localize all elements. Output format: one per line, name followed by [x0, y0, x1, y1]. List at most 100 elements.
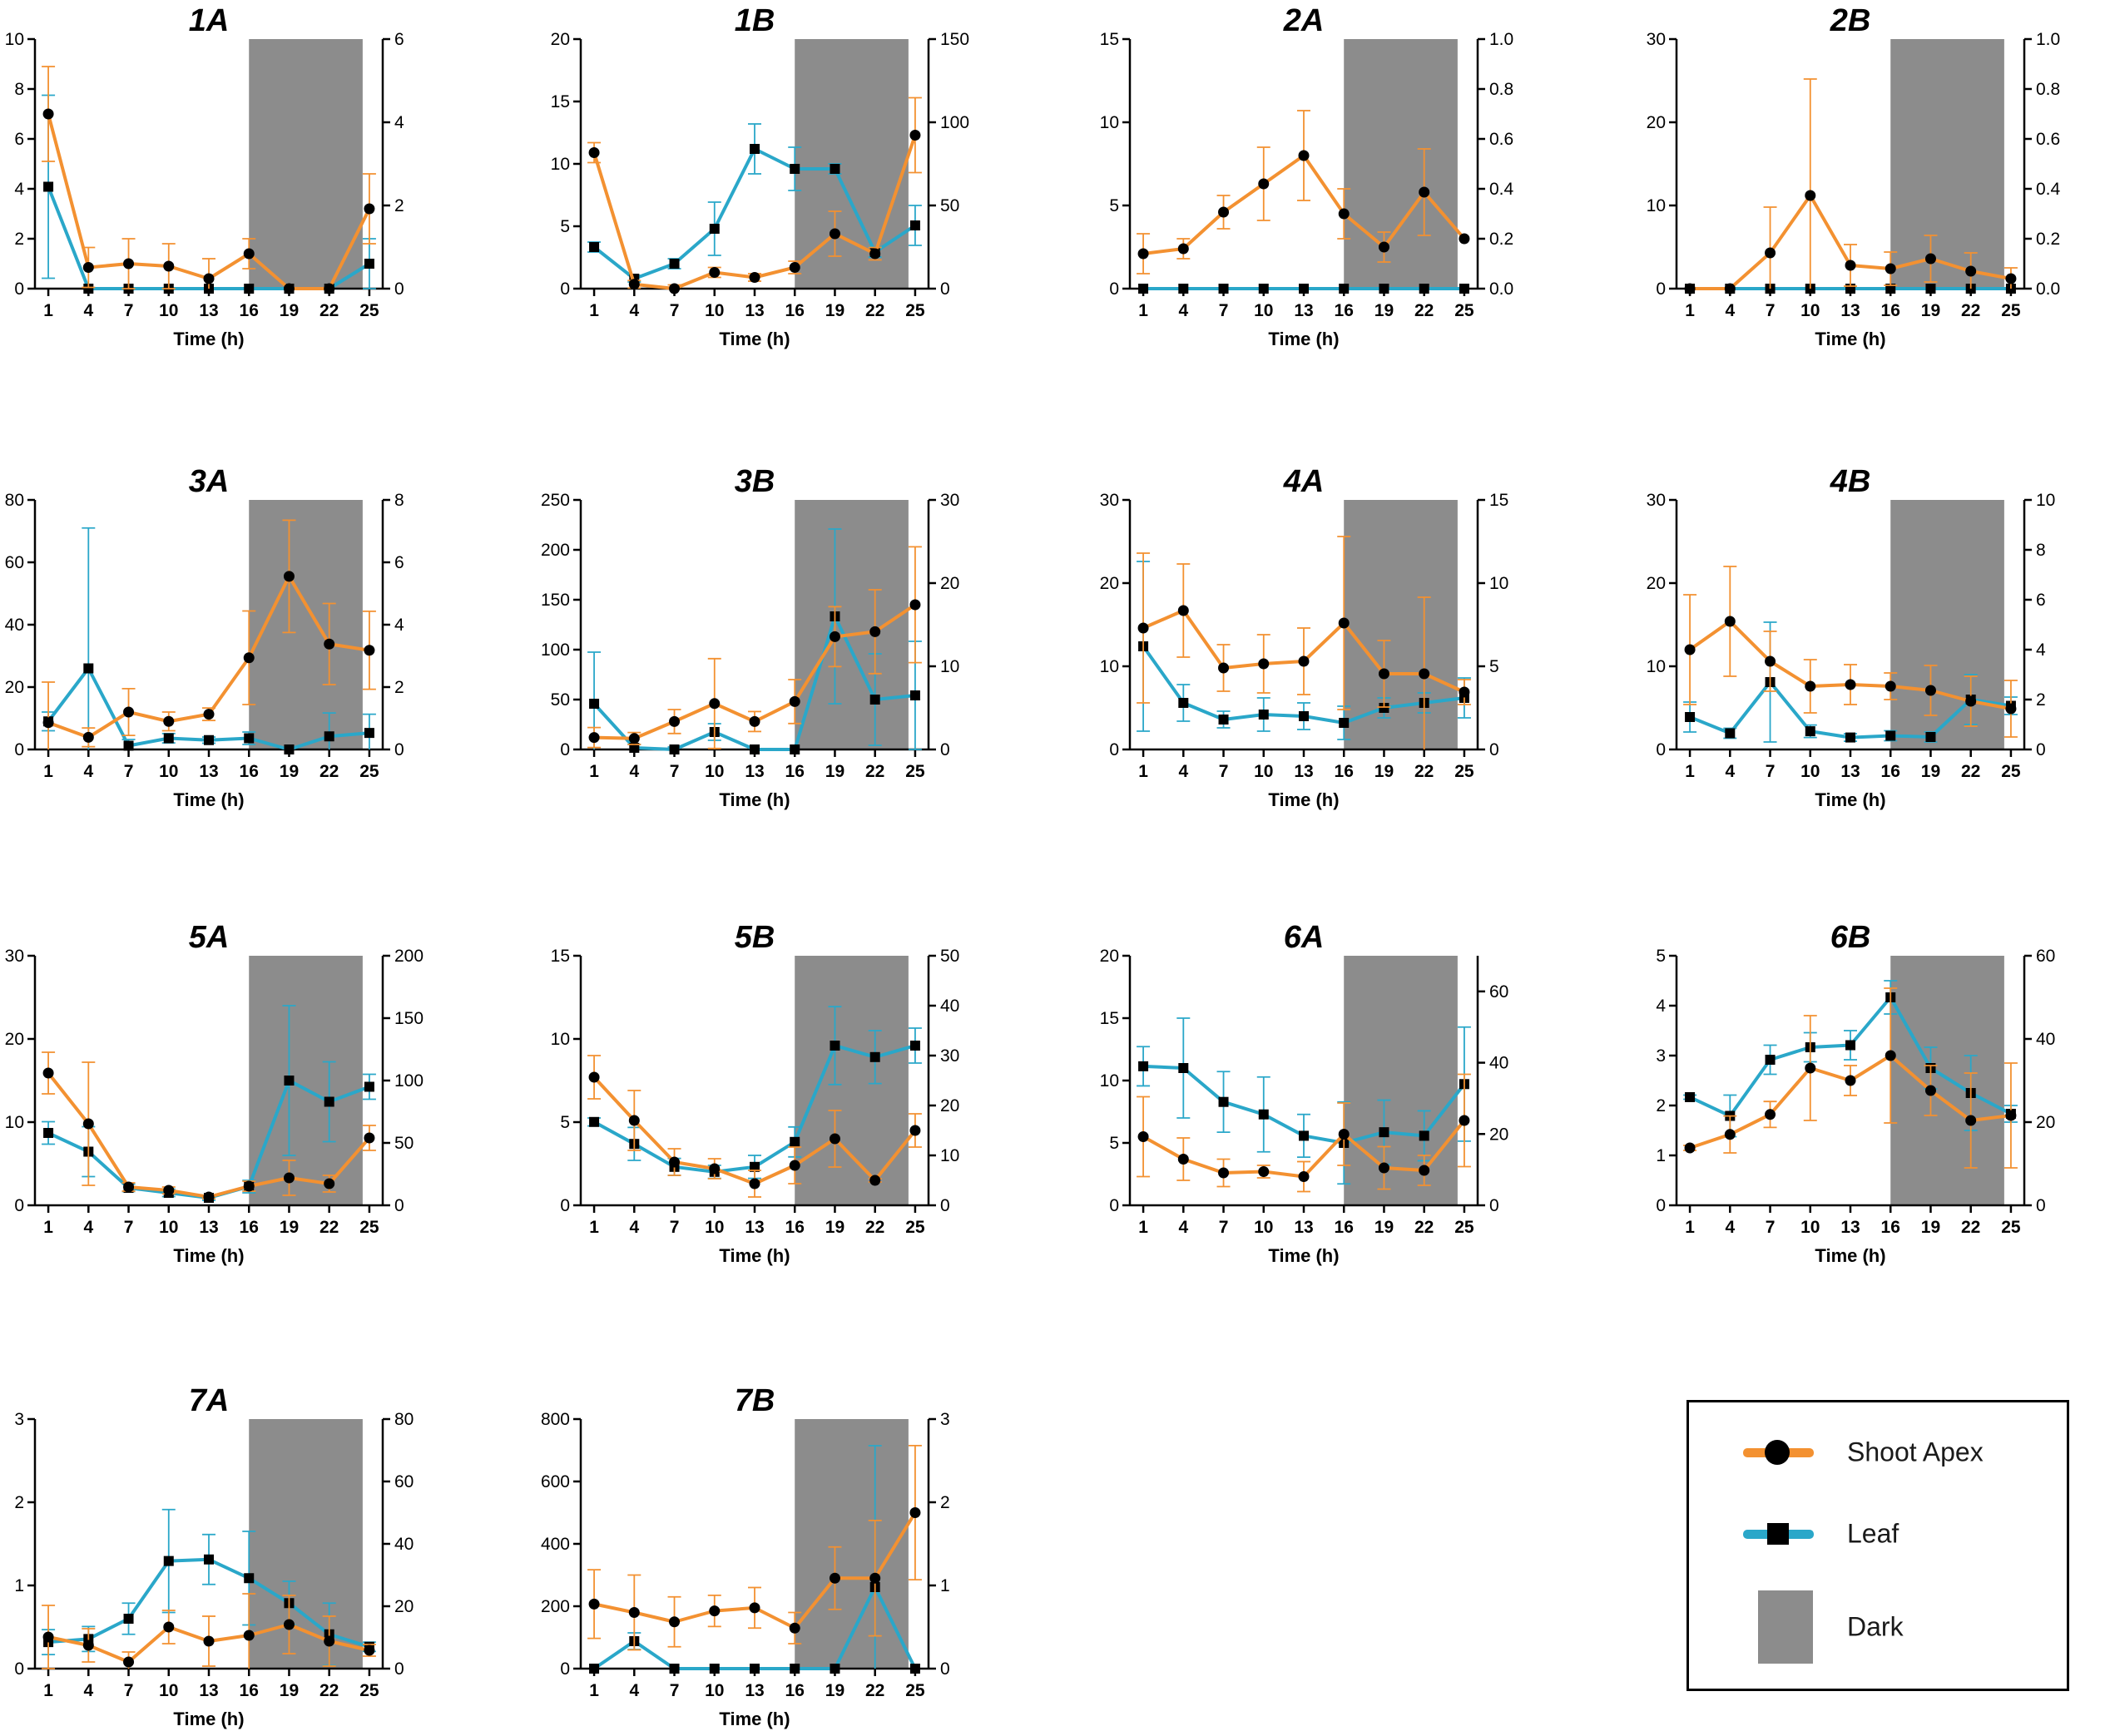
- left-tick-label: 20: [1647, 113, 1666, 132]
- shoot-apex-point: [203, 1191, 215, 1203]
- right-tick-label: 5: [1489, 657, 1499, 676]
- series-leaf-1b: [587, 123, 922, 284]
- x-tick-label: 1: [589, 301, 599, 320]
- x-tick-label: 4: [83, 301, 93, 320]
- shoot-apex-point: [283, 571, 295, 582]
- right-tick-label: 0: [1489, 1196, 1499, 1215]
- x-tick-label: 19: [1921, 762, 1940, 781]
- x-tick-label: 13: [1840, 301, 1860, 320]
- right-tick-label: 6: [394, 30, 404, 49]
- leaf-point: [1379, 1127, 1389, 1138]
- series-shoot-apex-6b: [1683, 987, 2018, 1169]
- shoot-apex-point: [324, 638, 335, 650]
- left-tick-label: 1: [1656, 1146, 1666, 1165]
- chart-5b: 5B 0 5 10 15 0 10 20 30 40 50 1 4 7 10 13 16 19 22 25 Time (…: [551, 920, 960, 1266]
- series-shoot-apex-5b: [587, 1055, 922, 1198]
- x-tick-label: 4: [1178, 301, 1188, 320]
- right-tick-label: 0: [394, 279, 404, 299]
- shoot-apex-point: [283, 283, 295, 294]
- leaf-point: [1725, 728, 1736, 739]
- x-tick-label: 7: [124, 762, 134, 781]
- x-tick-label: 22: [319, 1218, 339, 1237]
- shoot-apex-point: [909, 130, 921, 141]
- series-shoot-apex-3b: [587, 546, 922, 749]
- right-tick-label: 6: [394, 553, 404, 572]
- x-tick-label: 10: [159, 1681, 178, 1700]
- leaf-point: [364, 1081, 374, 1092]
- chart-title-2a: 2A: [1283, 3, 1325, 38]
- chart-title-4a: 4A: [1283, 464, 1325, 499]
- shoot-apex-point: [1765, 1109, 1776, 1120]
- x-tick-label: 22: [1961, 301, 1980, 320]
- leaf-point: [1459, 284, 1469, 294]
- shoot-apex-point: [1378, 241, 1389, 253]
- x-tick-label: 4: [629, 301, 639, 320]
- shoot-apex-point: [1965, 695, 1977, 707]
- right-tick-label: 15: [1489, 491, 1508, 510]
- shoot-apex-point: [1258, 658, 1270, 670]
- x-tick-label: 7: [670, 1218, 680, 1237]
- right-tick-label: 6: [2036, 591, 2046, 610]
- x-tick-label: 16: [240, 762, 259, 781]
- leaf-point: [790, 744, 800, 754]
- x-axis-label-6a: Time (h): [1268, 1245, 1339, 1266]
- shoot-apex-point: [82, 731, 94, 743]
- x-tick-label: 7: [1766, 762, 1776, 781]
- x-tick-label: 4: [1725, 1218, 1735, 1237]
- chart-title-2b: 2B: [1830, 3, 1871, 38]
- chart-3b: 3B 0 50 100 150 200 250 0 10 20 30 1 4 7 10 13 16 19 22 25 T…: [541, 464, 959, 810]
- leaf-point: [1925, 732, 1936, 742]
- x-axis-label-7b: Time (h): [719, 1709, 790, 1729]
- shoot-apex-point: [628, 733, 640, 744]
- x-tick-label: 25: [905, 762, 925, 781]
- x-tick-label: 13: [1294, 301, 1313, 320]
- right-tick-label: 2: [2036, 690, 2046, 710]
- right-tick-label: 0.4: [1489, 180, 1514, 199]
- x-tick-label: 19: [825, 762, 844, 781]
- shoot-apex-point: [243, 248, 255, 260]
- shoot-apex-point: [749, 1602, 760, 1614]
- x-tick-label: 10: [1254, 1218, 1273, 1237]
- x-tick-label: 25: [2001, 762, 2021, 781]
- left-tick-label: 0: [1656, 740, 1666, 759]
- leaf-point: [1685, 1092, 1696, 1102]
- chart-3a: 3A 0 20 40 60 80 0 2 4 6 8 1 4 7 10 13 16 19 22 25 Time (h): [5, 464, 404, 810]
- x-tick-label: 4: [83, 1218, 93, 1237]
- x-tick-label: 1: [43, 301, 53, 320]
- x-tick-label: 1: [589, 1218, 599, 1237]
- right-tick-label: 8: [2036, 541, 2046, 560]
- left-tick-label: 4: [1656, 997, 1666, 1016]
- leaf-point: [909, 220, 920, 230]
- shoot-apex-point: [628, 279, 640, 290]
- right-tick-label: 60: [1489, 982, 1508, 1002]
- x-tick-label: 16: [785, 301, 805, 320]
- series-leaf-7a: [42, 1508, 376, 1667]
- chart-1b: 1B 0 5 10 15 20 0 50 100 150 1 4 7 10 13 16 19 22 25 Time (…: [551, 3, 969, 349]
- shoot-apex-point: [1137, 1131, 1149, 1142]
- left-tick-label: 800: [541, 1410, 570, 1429]
- series-shoot-apex-2a: [1137, 110, 1470, 274]
- shoot-apex-point: [1419, 668, 1430, 680]
- x-tick-label: 25: [2001, 1218, 2021, 1237]
- shoot-apex-point: [1258, 178, 1270, 190]
- leaf-point: [83, 663, 94, 674]
- x-tick-label: 4: [1725, 301, 1735, 320]
- shoot-apex-point: [709, 1163, 721, 1175]
- x-axis-label-7a: Time (h): [173, 1709, 244, 1729]
- shoot-apex-point: [628, 1607, 640, 1618]
- dark-period-3b: [795, 500, 909, 749]
- left-tick-label: 10: [1100, 657, 1119, 676]
- shoot-apex-point: [1218, 662, 1230, 674]
- x-tick-label: 25: [2001, 301, 2021, 320]
- leaf-point: [830, 1664, 840, 1674]
- x-tick-label: 13: [745, 762, 764, 781]
- shoot-apex-point: [82, 1118, 94, 1130]
- right-tick-label: 2: [940, 1493, 950, 1512]
- dark-period-1a: [249, 39, 363, 289]
- x-tick-label: 16: [1335, 1218, 1354, 1237]
- x-tick-label: 10: [705, 762, 724, 781]
- x-tick-label: 19: [825, 301, 844, 320]
- right-tick-label: 0.0: [2036, 279, 2060, 299]
- legend-shoot-apex-label: Shoot Apex: [1847, 1437, 1984, 1467]
- left-tick-label: 15: [1100, 1009, 1119, 1028]
